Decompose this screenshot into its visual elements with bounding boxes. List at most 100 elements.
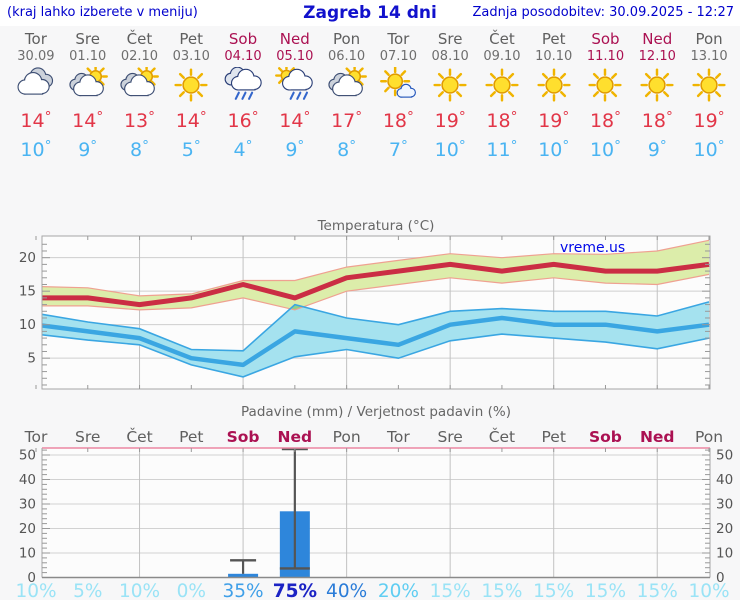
svg-text:15%: 15% bbox=[533, 581, 574, 600]
precip-grid bbox=[42, 448, 710, 578]
svg-text:Ned: Ned bbox=[640, 428, 675, 446]
cloud-icon bbox=[281, 68, 313, 91]
low-temp: 10° bbox=[20, 138, 52, 161]
day-cell: Pon 13.10 19° 10° bbox=[683, 30, 735, 165]
low-temp: 9° bbox=[78, 138, 98, 161]
low-temp: 9° bbox=[285, 138, 305, 161]
svg-text:0: 0 bbox=[716, 570, 725, 586]
sun-icon bbox=[485, 68, 519, 102]
weather-icon-sun bbox=[528, 64, 580, 108]
low-temp: 10° bbox=[589, 138, 621, 161]
svg-text:Čet: Čet bbox=[489, 427, 515, 446]
weather-icon-sun bbox=[165, 64, 217, 108]
svg-text:0: 0 bbox=[27, 570, 36, 586]
high-temp: 18° bbox=[382, 109, 414, 132]
day-cell: Tor 07.10 18° 7° bbox=[372, 30, 424, 165]
page-title: Zagreb 14 dni bbox=[303, 3, 437, 23]
weather-icon-sun bbox=[580, 64, 632, 108]
menu-hint-text: (kraj lahko izberete v meniju) bbox=[7, 5, 198, 20]
svg-text:50: 50 bbox=[716, 448, 733, 464]
low-temp: 8° bbox=[129, 138, 149, 161]
vreme-us-link[interactable]: vreme.us bbox=[560, 240, 626, 256]
day-name: Pet bbox=[179, 30, 204, 48]
weather-icon-rain bbox=[217, 64, 269, 108]
svg-text:10: 10 bbox=[19, 546, 36, 562]
high-temp: 18° bbox=[641, 109, 673, 132]
weather-icon-sun-clouds bbox=[114, 64, 166, 108]
day-name: Čet bbox=[126, 30, 153, 48]
svg-text:50: 50 bbox=[19, 448, 36, 464]
high-temp: 16° bbox=[227, 109, 259, 132]
day-date: 10.10 bbox=[535, 49, 573, 64]
svg-text:10: 10 bbox=[19, 317, 36, 333]
svg-text:20%: 20% bbox=[378, 581, 419, 600]
weather-icon-sun bbox=[683, 64, 735, 108]
cloud-icon bbox=[124, 74, 156, 97]
high-temp: 19° bbox=[434, 109, 466, 132]
svg-text:15%: 15% bbox=[637, 581, 678, 600]
day-name: Ned bbox=[642, 30, 673, 48]
svg-text:35%: 35% bbox=[223, 581, 264, 600]
svg-text:Tor: Tor bbox=[24, 428, 48, 446]
sun-icon bbox=[433, 68, 467, 102]
precip-ytick-labels: 0 0 10 10 20 20 30 30 40 40 50 50 bbox=[19, 448, 733, 587]
svg-text:Tor: Tor bbox=[386, 428, 410, 446]
day-date: 11.10 bbox=[586, 49, 625, 64]
sun-icon bbox=[692, 68, 726, 102]
high-temp: 19° bbox=[538, 109, 570, 132]
svg-text:Ned: Ned bbox=[278, 428, 313, 446]
forecast-strip: Tor 30.09 14° 10° Sre 01.10 14° 9° Čet 02.10 13° 8°… bbox=[10, 30, 735, 165]
day-date: 13.10 bbox=[690, 49, 728, 64]
precip-chart-title: Padavine (mm) / Verjetnost padavin (%) bbox=[241, 404, 511, 420]
svg-text:30: 30 bbox=[716, 497, 733, 513]
day-date: 02.10 bbox=[120, 49, 159, 64]
day-name: Ned bbox=[279, 30, 310, 48]
day-cell: Ned 12.10 18° 9° bbox=[631, 30, 683, 165]
weather-icon-cloudy bbox=[10, 64, 62, 108]
weather-icon-sun-clouds bbox=[62, 64, 114, 108]
precip-day-labels: Tor Sre Čet Pet Sob Ned Pon Tor Sre Čet Pet Sob Ned P… bbox=[24, 427, 723, 446]
svg-text:Pon: Pon bbox=[333, 428, 361, 446]
day-cell: Sre 01.10 14° 9° bbox=[62, 30, 114, 165]
svg-text:Pet: Pet bbox=[541, 428, 565, 446]
day-cell: Ned 05.10 14° 9° bbox=[269, 30, 321, 165]
svg-text:20: 20 bbox=[19, 521, 36, 537]
svg-text:10%: 10% bbox=[688, 581, 729, 600]
sun-icon bbox=[640, 68, 674, 102]
high-temp: 14° bbox=[72, 109, 104, 132]
high-temp: 14° bbox=[20, 109, 52, 132]
low-temp: 9° bbox=[647, 138, 667, 161]
high-temp: 13° bbox=[123, 109, 155, 132]
high-temp: 19° bbox=[693, 109, 725, 132]
weather-icon-sun-clouds bbox=[321, 64, 373, 108]
day-name: Tor bbox=[387, 30, 410, 48]
svg-text:40: 40 bbox=[19, 472, 36, 488]
svg-text:20: 20 bbox=[716, 521, 733, 537]
svg-text:10%: 10% bbox=[15, 581, 56, 600]
low-temp: 10° bbox=[538, 138, 570, 161]
day-date: 08.10 bbox=[431, 49, 469, 64]
day-name: Sre bbox=[437, 30, 463, 48]
low-temp: 7° bbox=[388, 138, 408, 161]
svg-text:40: 40 bbox=[716, 472, 733, 488]
day-date: 07.10 bbox=[379, 49, 417, 64]
svg-text:10%: 10% bbox=[119, 581, 160, 600]
day-cell: Sob 11.10 18° 10° bbox=[580, 30, 632, 165]
low-temp: 10° bbox=[693, 138, 725, 161]
day-cell: Čet 09.10 18° 11° bbox=[476, 30, 528, 165]
sun-icon bbox=[174, 68, 208, 102]
page-header: (kraj lahko izberete v meniju) Zagreb 14… bbox=[0, 0, 740, 26]
day-date: 06.10 bbox=[327, 49, 366, 64]
day-date: 09.10 bbox=[483, 49, 521, 64]
rain-icon bbox=[234, 91, 254, 100]
temp-ytick-labels: 5 10 15 20 bbox=[19, 250, 36, 367]
svg-text:Pet: Pet bbox=[179, 428, 203, 446]
day-name: Sre bbox=[75, 30, 100, 48]
svg-text:15: 15 bbox=[19, 284, 36, 300]
precip-plot-bg bbox=[42, 448, 710, 578]
day-date: 04.10 bbox=[224, 49, 262, 64]
cloud-icon bbox=[17, 71, 50, 95]
high-temp: 18° bbox=[589, 109, 621, 132]
day-name: Sob bbox=[591, 30, 620, 48]
svg-text:15%: 15% bbox=[481, 581, 522, 600]
